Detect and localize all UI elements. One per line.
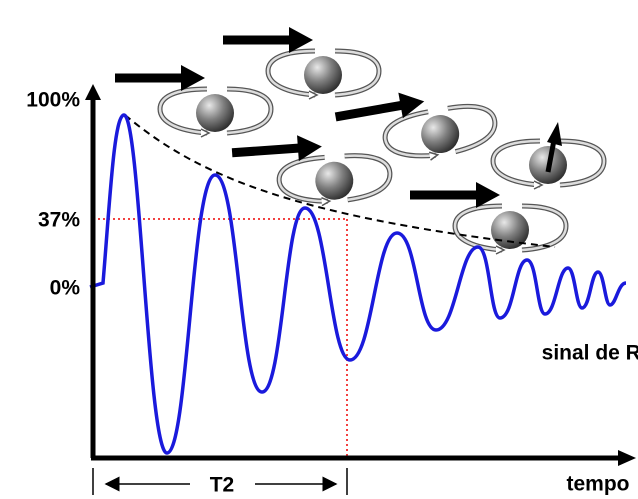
- label-0: 0%: [50, 277, 81, 300]
- label-37: 37%: [38, 209, 80, 232]
- decay-envelope: [124, 114, 556, 248]
- signal-label: sinal de RM: [542, 342, 638, 365]
- y-axis-arrow: [85, 84, 101, 100]
- spin: [410, 182, 566, 254]
- signal-curve: [89, 113, 627, 455]
- spin: [231, 129, 392, 212]
- x-axis-label: tempo: [567, 473, 630, 496]
- spin-up: [493, 122, 604, 189]
- t2-label: T2: [210, 474, 235, 497]
- x-axis-arrow: [618, 450, 636, 466]
- label-100: 100%: [26, 89, 80, 112]
